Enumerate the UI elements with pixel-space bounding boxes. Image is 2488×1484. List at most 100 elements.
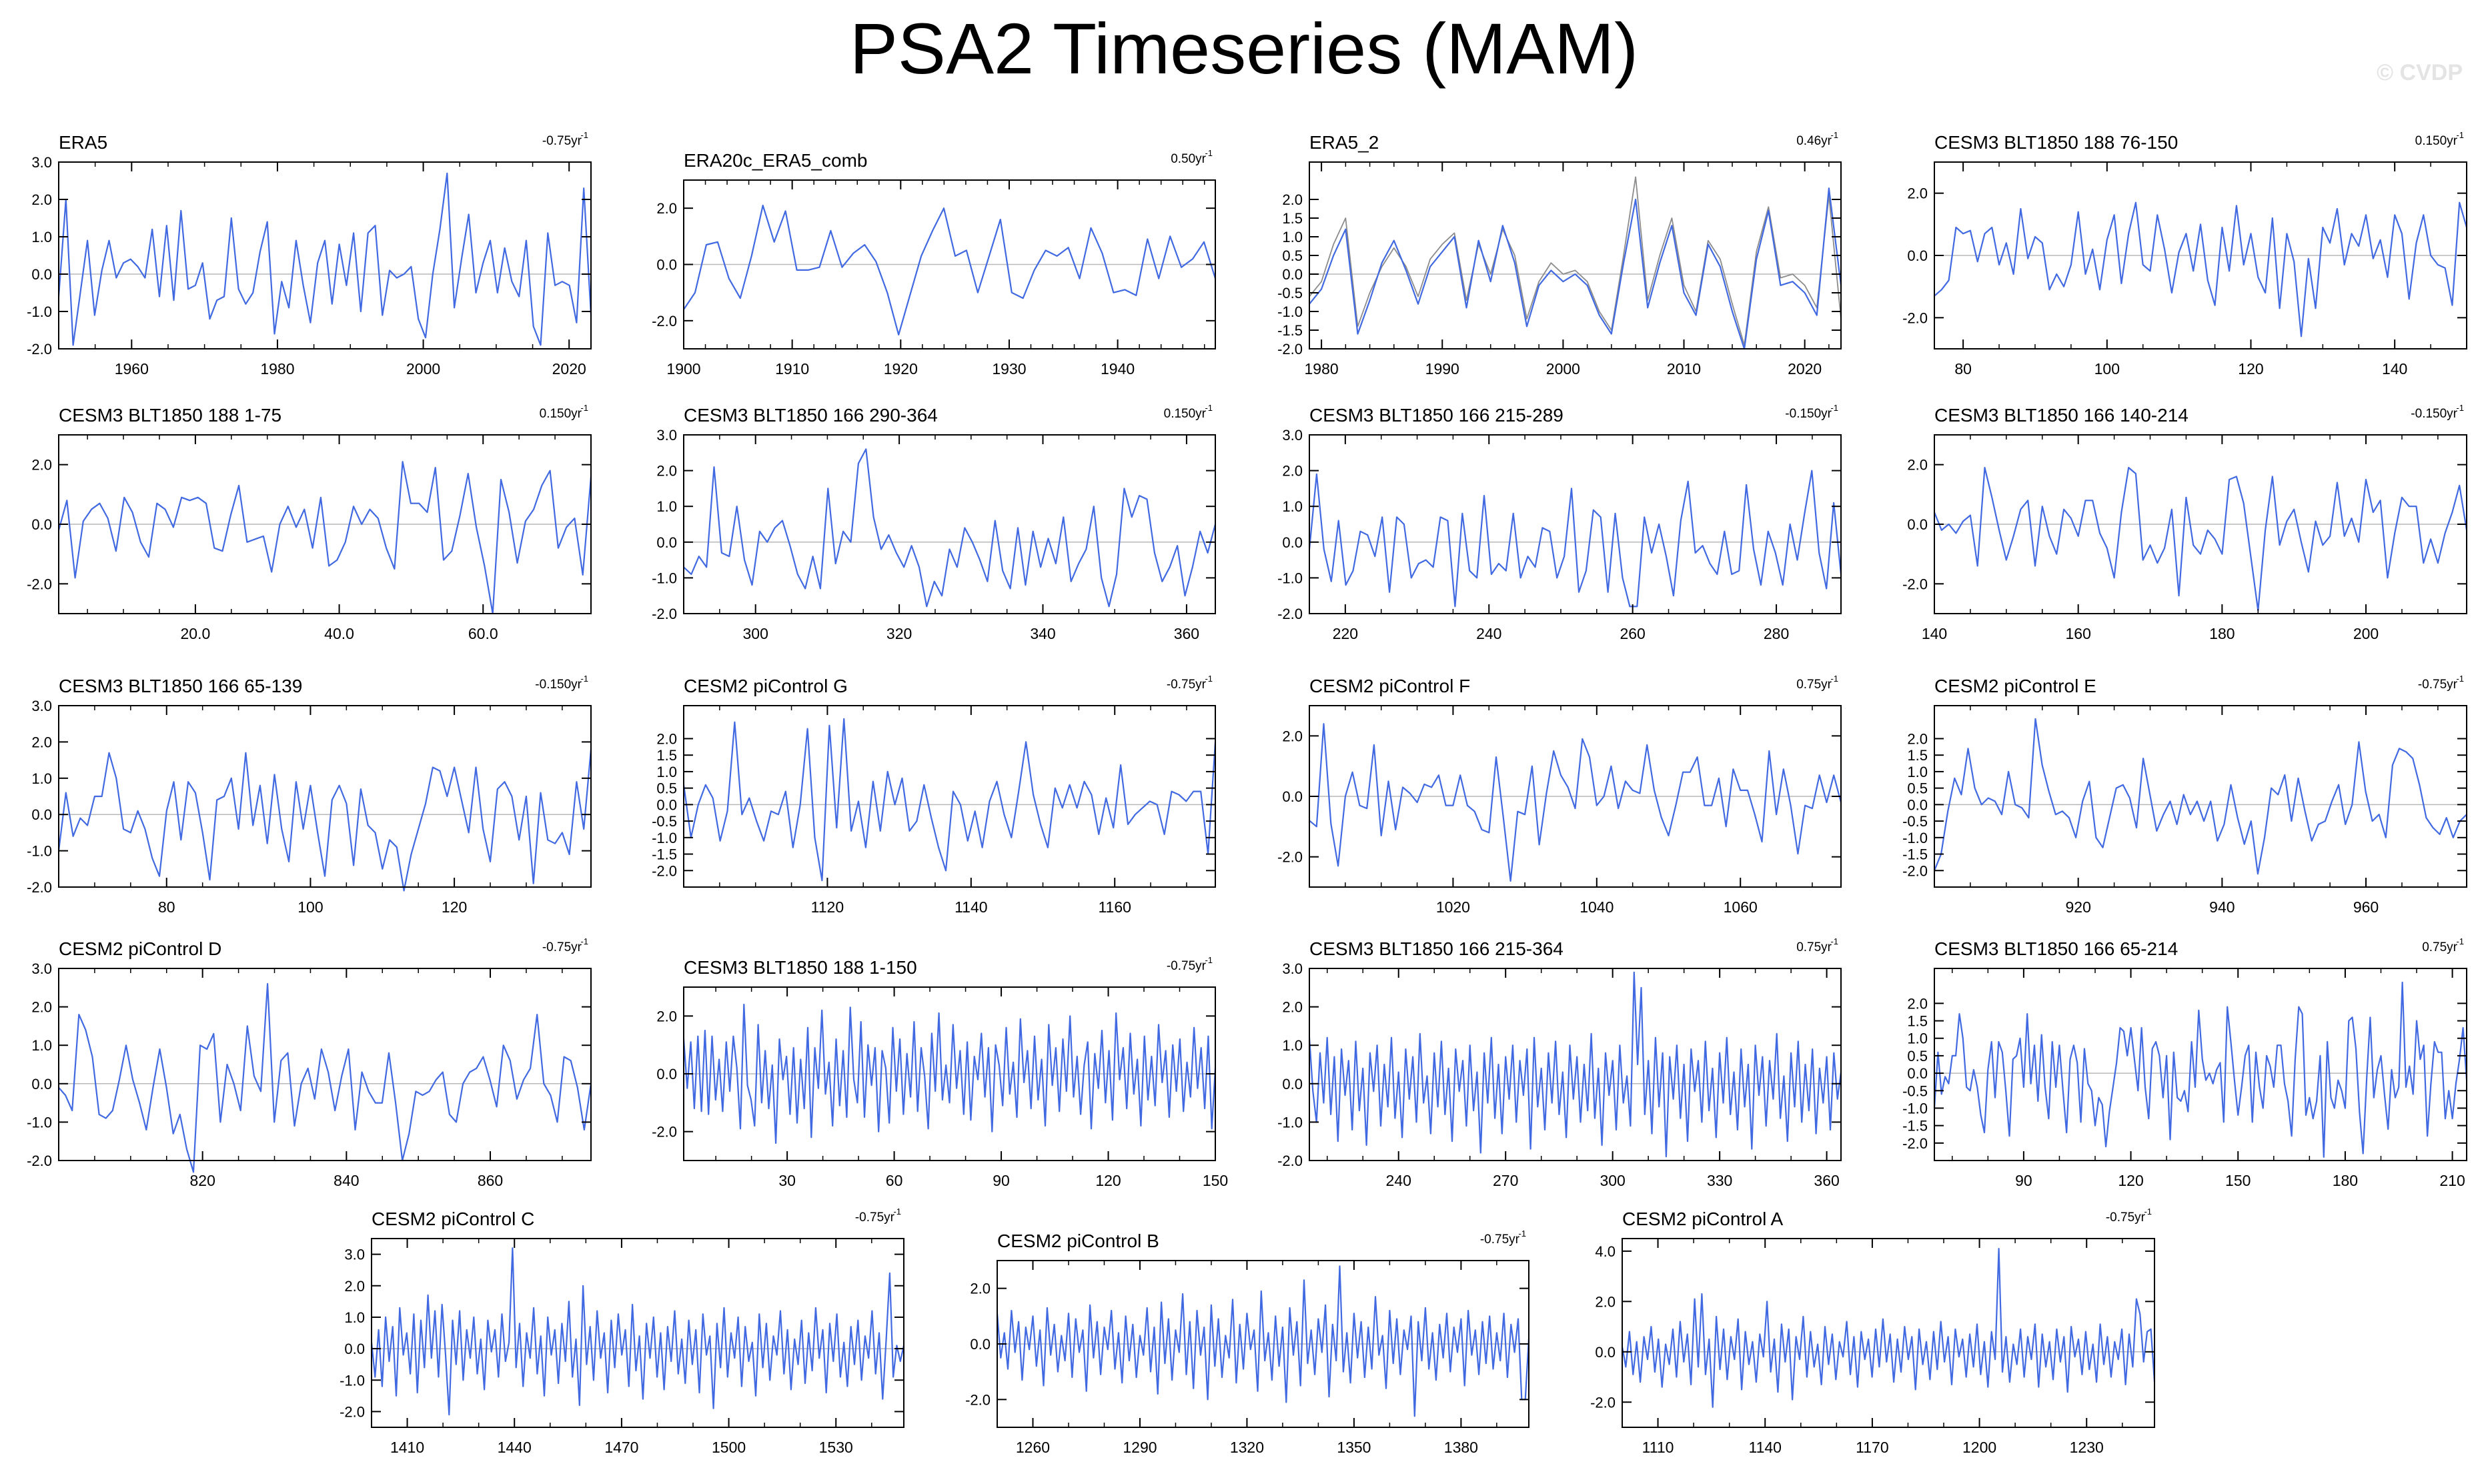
trend-exponent: -1 [2456,130,2464,140]
x-tick-label: 200 [2353,625,2379,642]
trend-label: 0.50yr [1171,152,1206,166]
y-tick-label: 2.0 [970,1281,991,1297]
y-tick-label: 4.0 [1595,1243,1616,1260]
x-tick-label: 210 [2439,1172,2465,1189]
x-tick-label: 2020 [1788,360,1822,378]
x-tick-label: 1020 [1436,898,1470,916]
x-tick-label: 1470 [604,1439,638,1456]
y-tick-label: -2.0 [1902,309,1928,326]
trend-label: 0.75yr [1796,678,1832,692]
x-tick-label: 1060 [1724,898,1758,916]
x-tick-label: 1230 [2070,1439,2104,1456]
x-tick-label: 1900 [666,360,700,378]
plot-frame [58,705,592,888]
y-tick-label: 2.0 [1907,457,1928,474]
y-tick-label: -1.0 [1277,1114,1303,1131]
y-tick-label: -2.0 [1902,862,1928,879]
trend-exponent: -1 [1830,403,1838,413]
y-tick-label: -2.0 [27,879,52,896]
y-tick-label: 0.0 [31,516,52,533]
x-tick-label: 1350 [1337,1439,1371,1456]
trend-label: -0.75yr [2418,678,2458,692]
x-tick-label: 820 [189,1172,215,1189]
x-tick-label: 1040 [1580,898,1614,916]
trend-exponent: -1 [1205,403,1213,413]
trend-label: -0.75yr [2106,1211,2146,1225]
series-line [682,1003,1217,1145]
y-tick-label: -0.5 [652,813,677,830]
x-tick-label: 1980 [1305,360,1339,378]
series-line [1933,718,2467,875]
y-tick-label: -1.0 [652,570,677,586]
x-tick-label: 360 [1174,625,1199,642]
x-tick-label: 40.0 [324,625,354,642]
y-tick-label: -2.0 [652,862,677,879]
x-tick-label: 920 [2065,898,2090,916]
panel-15: CESM3 BLT1850 166 215-364 0.75yr-1 -2.0 -1.… [1277,936,1842,1189]
y-tick-label: 2.0 [656,730,677,747]
plot-frame [1622,1238,2155,1428]
panel-4: CESM3 BLT1850 188 76-150 0.150yr-1 -2.0 0.0… [1902,130,2468,378]
y-tick-label: 0.0 [656,796,677,813]
y-tick-label: -0.5 [1277,285,1303,301]
y-tick-label: 0.0 [1282,266,1303,283]
trend-label: 0.150yr [2415,134,2458,148]
x-tick-label: 60.0 [468,625,498,642]
y-tick-label: 1.0 [31,1037,52,1054]
plot-frame [1309,968,1842,1161]
x-tick-label: 960 [2353,898,2379,916]
panel-title: CESM2 piControl A [1622,1209,1784,1229]
x-tick-label: 1990 [1425,360,1459,378]
x-tick-label: 90 [2015,1172,2032,1189]
panel-title: CESM3 BLT1850 166 65-139 [59,676,302,696]
y-tick-label: 0.0 [31,266,52,283]
y-tick-label: 2.0 [1595,1293,1616,1310]
plot-frame [58,161,592,349]
x-tick-label: 1960 [115,360,149,378]
series-line [1309,187,1842,350]
y-tick-label: -2.0 [1277,849,1303,866]
x-tick-label: 140 [1922,625,1947,642]
x-tick-label: 270 [1493,1172,1518,1189]
panel-title: ERA20c_ERA5_comb [684,150,867,171]
y-tick-label: 0.0 [31,806,52,823]
trend-exponent: -1 [1830,936,1838,946]
x-tick-label: 180 [2209,625,2235,642]
y-tick-label: 0.0 [1282,788,1303,805]
y-tick-label: 2.0 [31,457,52,474]
panel-title: CESM2 piControl G [684,676,848,696]
panel-2: ERA20c_ERA5_comb 0.50yr-1 -2.0 0.0 2.0 1900 19… [652,148,1217,378]
y-tick-label: 2.0 [31,999,52,1016]
y-tick-label: 2.0 [656,463,677,480]
x-tick-label: 360 [1814,1172,1839,1189]
x-tick-label: 120 [2238,360,2263,378]
y-tick-label: 3.0 [31,698,52,714]
series-line [58,982,592,1173]
x-tick-label: 1440 [498,1439,532,1456]
trend-exponent: -1 [1205,955,1213,965]
y-tick-label: -2.0 [1590,1394,1616,1411]
x-tick-label: 2020 [552,360,586,378]
x-tick-label: 1110 [1642,1439,1674,1456]
y-tick-label: 2.0 [1907,185,1928,202]
x-tick-label: 1160 [1098,898,1131,916]
panel-title: CESM3 BLT1850 188 76-150 [1934,132,2178,153]
x-tick-label: 240 [1386,1172,1411,1189]
y-tick-label: 2.0 [31,734,52,750]
obs-series-line [1309,176,1842,346]
trend-label: -0.150yr [535,678,582,692]
trend-label: -0.150yr [2411,407,2457,421]
plot-frame [371,1238,904,1428]
y-tick-label: 2.0 [656,200,677,217]
series-line [1933,466,2468,612]
series-line [1933,981,2468,1158]
x-tick-label: 100 [2094,360,2120,378]
y-tick-label: 0.0 [970,1336,991,1353]
y-tick-label: 0.0 [1907,247,1928,264]
x-tick-label: 300 [743,625,768,642]
x-tick-label: 1910 [775,360,809,378]
x-tick-label: 330 [1707,1172,1732,1189]
y-tick-label: -2.0 [1902,576,1928,592]
y-tick-label: -1.0 [27,843,52,860]
trend-label: -0.75yr [542,940,582,954]
